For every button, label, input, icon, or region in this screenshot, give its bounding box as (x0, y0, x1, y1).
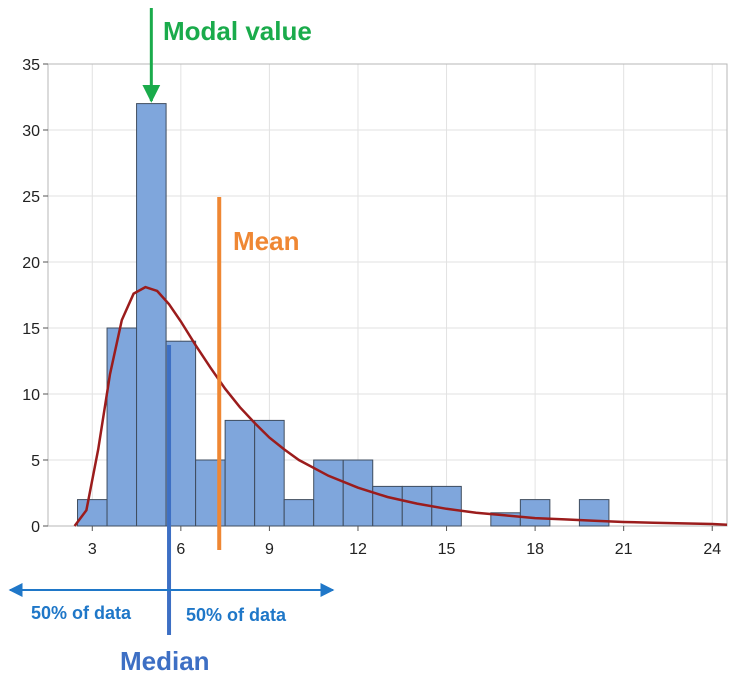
y-axis-ticks: 0 5 10 15 20 25 30 35 (22, 57, 48, 536)
x-tick-label: 3 (88, 541, 97, 558)
histogram-bar (136, 103, 167, 527)
x-axis-ticks: 3 6 9 12 15 18 21 24 (88, 526, 721, 558)
y-tick-label: 20 (22, 255, 40, 272)
median-label: Median (120, 646, 210, 676)
x-tick-label: 6 (176, 541, 185, 558)
histogram-bar (372, 485, 403, 527)
histogram-bar (342, 459, 374, 527)
modal-value-label: Modal value (163, 16, 312, 46)
y-tick-label: 25 (22, 189, 40, 206)
x-tick-label: 15 (438, 541, 456, 558)
fitted-distribution-curve (73, 285, 728, 527)
x-tick-label: 21 (615, 541, 633, 558)
x-tick-label: 24 (703, 541, 721, 558)
y-tick-label: 30 (22, 123, 40, 140)
histogram-bar (224, 419, 256, 527)
y-tick-label: 35 (22, 57, 40, 74)
left-50-percent-label: 50% of data (31, 603, 132, 623)
histogram-bar (77, 499, 108, 527)
x-tick-label: 9 (265, 541, 274, 558)
y-tick-label: 0 (31, 519, 40, 536)
histogram-bars (77, 103, 610, 527)
histogram-bar (106, 327, 138, 527)
histogram-bar (283, 499, 315, 527)
x-tick-label: 18 (526, 541, 544, 558)
right-50-percent-label: 50% of data (186, 605, 287, 625)
mean-label: Mean (233, 226, 299, 256)
y-tick-label: 10 (22, 387, 40, 404)
y-tick-label: 15 (22, 321, 40, 338)
y-tick-label: 5 (31, 453, 40, 470)
x-tick-label: 12 (349, 541, 367, 558)
histogram-bar (519, 499, 551, 527)
